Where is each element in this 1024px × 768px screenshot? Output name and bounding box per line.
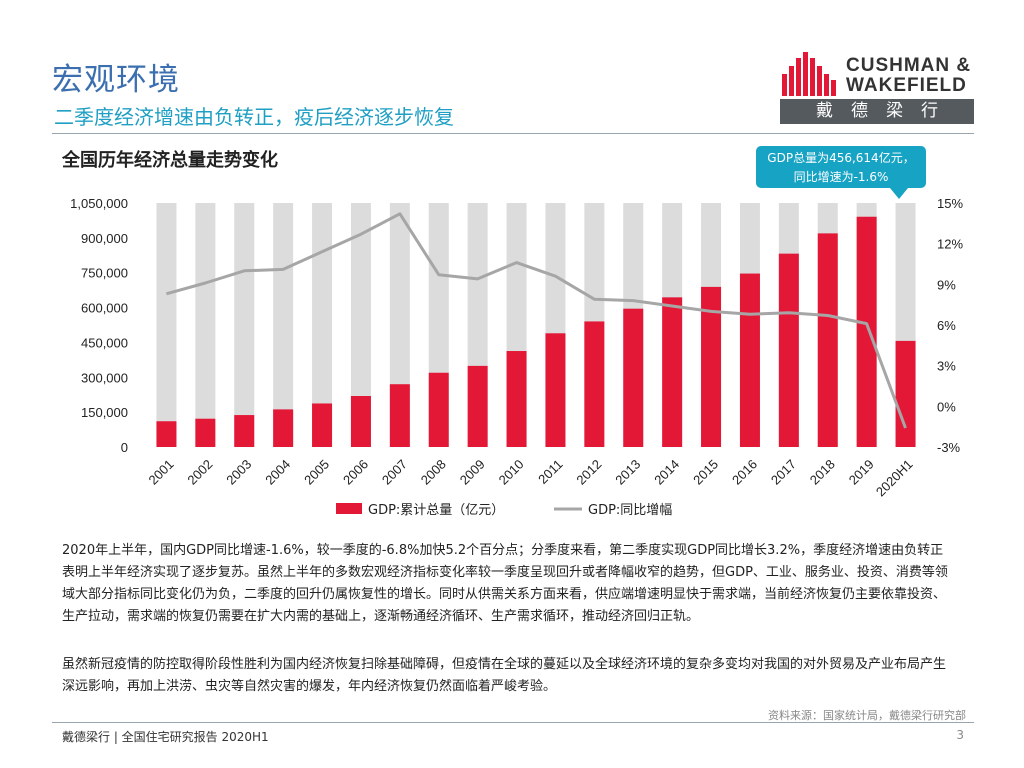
x-axis-tick-label: 2014	[651, 457, 682, 488]
background-bar	[195, 203, 216, 447]
x-axis-tick-label: 2018	[807, 457, 838, 488]
gdp-bar	[545, 333, 566, 447]
right-axis-tick-label: 6%	[937, 318, 956, 333]
gdp-bar	[467, 365, 488, 447]
building-logo-icon	[782, 52, 836, 96]
x-axis-tick-label: 2005	[301, 457, 332, 488]
gdp-bar	[195, 418, 216, 447]
gdp-bar	[506, 351, 527, 447]
gdp-bar	[389, 384, 410, 447]
gdp-bar	[350, 396, 371, 447]
growth-line	[165, 212, 907, 429]
body-paragraph-2: 虽然新冠疫情的防控取得阶段性胜利为国内经济恢复扫除基础障碍，但疫情在全球的蔓延以…	[62, 657, 947, 694]
gdp-bar	[156, 421, 177, 447]
title-divider	[52, 133, 974, 134]
gdp-bar	[428, 372, 449, 447]
footer-divider	[52, 722, 974, 723]
gdp-bar	[778, 253, 799, 447]
logo-line-1: CUSHMAN &	[846, 55, 972, 76]
x-axis-tick-label: 2009	[457, 457, 488, 488]
gdp-bar	[662, 297, 683, 447]
gdp-bar	[273, 409, 294, 447]
left-axis-tick-label: 600,000	[81, 301, 128, 316]
gdp-bar	[584, 321, 605, 447]
body-paragraph-1: 2020年上半年，国内GDP同比增速-1.6%，较一季度的-6.8%加快5.2个…	[62, 543, 948, 624]
right-axis-tick-label: -3%	[937, 440, 961, 455]
left-axis-tick-label: 750,000	[81, 266, 128, 281]
x-axis-tick-label: 2017	[768, 457, 799, 488]
x-axis-tick-label: 2004	[262, 457, 293, 488]
right-axis-tick-label: 9%	[937, 277, 956, 292]
logo-line-2: WAKEFIELD	[846, 75, 967, 96]
x-axis-tick-label: 2003	[223, 457, 254, 488]
left-axis-tick-label: 450,000	[81, 335, 128, 350]
left-axis-tick-label: 0	[121, 440, 128, 455]
background-bar	[234, 203, 255, 447]
x-axis-tick-label: 2011	[535, 457, 565, 487]
gdp-bar	[234, 415, 255, 447]
x-axis-tick-label: 2019	[846, 457, 877, 488]
legend-bar-swatch	[336, 503, 362, 514]
x-axis-tick-label: 2008	[418, 457, 449, 488]
legend-line-label: GDP:同比增幅	[588, 503, 672, 518]
legend-bar-label: GDP:累计总量（亿元）	[368, 503, 504, 518]
callout-line-2: 同比增速为-1.6%	[793, 170, 889, 184]
source-note: 资料来源：国家统计局，戴德梁行研究部	[768, 709, 966, 722]
x-axis-tick-label: 2001	[146, 457, 177, 488]
left-axis-tick-label: 1,050,000	[70, 196, 128, 211]
gdp-bar	[701, 286, 722, 447]
x-axis-tick-label: 2016	[729, 457, 760, 488]
callout-arrow	[890, 188, 908, 199]
left-axis-tick-label: 900,000	[81, 231, 128, 246]
gdp-bar	[817, 233, 838, 447]
x-axis-tick-label: 2015	[690, 457, 721, 488]
background-bar	[350, 203, 371, 447]
gdp-bar	[312, 403, 333, 447]
gdp-bar	[739, 273, 760, 447]
footer-report-name: 戴德梁行 | 全国住宅研究报告 2020H1	[62, 730, 269, 744]
chart-title: 全国历年经济总量走势变化	[62, 150, 278, 171]
right-axis-tick-label: 0%	[937, 399, 956, 414]
x-axis-tick-label: 2020H1	[873, 457, 916, 500]
right-axis-tick-label: 15%	[937, 196, 963, 211]
right-axis-tick-label: 12%	[937, 237, 963, 252]
left-axis-tick-label: 300,000	[81, 370, 128, 385]
background-bar	[156, 203, 177, 447]
gdp-bar	[895, 340, 916, 447]
x-axis-tick-label: 2002	[184, 457, 215, 488]
page-number: 3	[956, 728, 964, 742]
x-axis-tick-label: 2007	[379, 457, 410, 488]
logo-chinese: 戴德梁行	[780, 99, 974, 124]
page-title: 宏观环境	[52, 62, 180, 98]
gdp-bar	[623, 308, 644, 447]
background-bar	[273, 203, 294, 447]
background-bar	[312, 203, 333, 447]
callout-line-1: GDP总量为456,614亿元，	[767, 151, 915, 165]
page-subtitle: 二季度经济增速由负转正，疫后经济逐步恢复	[54, 105, 454, 129]
x-axis-tick-label: 2006	[340, 457, 371, 488]
left-axis-tick-label: 150,000	[81, 405, 128, 420]
gdp-callout: GDP总量为456,614亿元， 同比增速为-1.6%	[756, 146, 926, 188]
x-axis-tick-label: 2010	[496, 457, 527, 488]
x-axis-tick-label: 2013	[612, 457, 643, 488]
gdp-chart: 0 150,000 300,000 450,000 600,000 750,000 900,…	[70, 196, 963, 518]
right-axis-tick-label: 3%	[937, 359, 956, 374]
x-axis-tick-label: 2012	[573, 457, 604, 488]
gdp-bar	[856, 216, 877, 447]
